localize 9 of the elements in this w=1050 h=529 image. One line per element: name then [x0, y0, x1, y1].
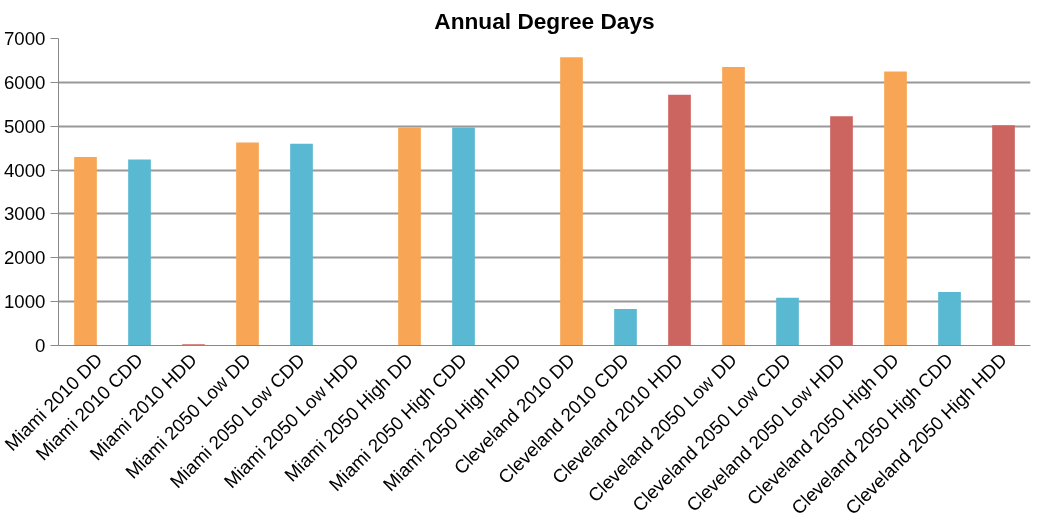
y-tick-label: 7000	[4, 28, 46, 49]
y-tick-label: 2000	[4, 247, 46, 269]
y-tick-label: 5000	[4, 115, 46, 137]
y-tick-label: 3000	[4, 203, 46, 225]
y-tick-label: 0	[35, 335, 46, 356]
y-tick-label: 4000	[4, 159, 46, 181]
chart-title: Annual Degree Days	[434, 7, 655, 34]
y-tick-label: 1000	[4, 291, 46, 313]
y-tick-label: 6000	[4, 71, 46, 93]
